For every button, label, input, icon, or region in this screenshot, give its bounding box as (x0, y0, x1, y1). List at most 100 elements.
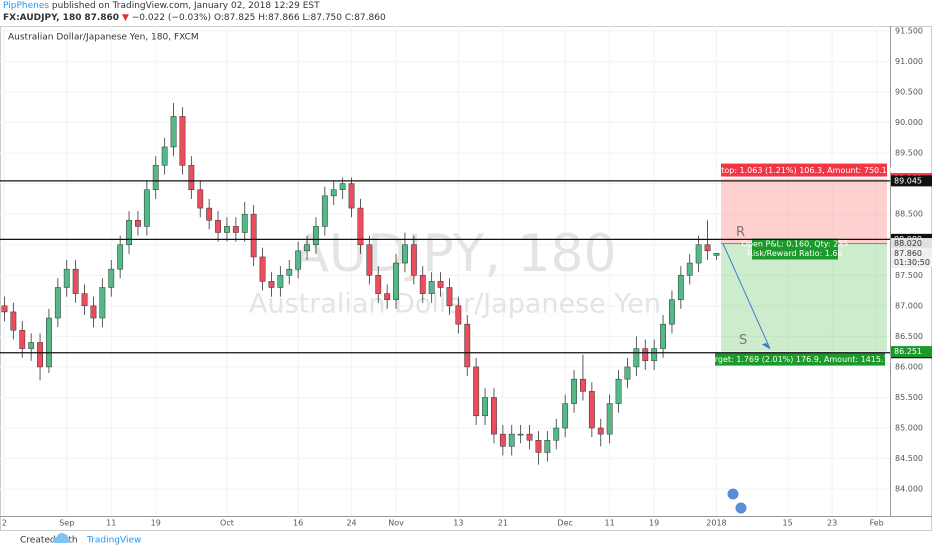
candle-body (277, 275, 284, 288)
candle-body (54, 287, 61, 319)
symbol: FX:AUDJPY, 180 (3, 13, 82, 23)
candle-body (188, 165, 195, 190)
brand-icon (52, 533, 70, 543)
plot: Stop: 1.063 (1.21%) 106.3, Amount: 750.1… (0, 102, 894, 465)
candle-body (580, 378, 586, 392)
candle-body (544, 439, 551, 453)
x-tick-label: 16 (293, 519, 303, 528)
y-tick-label: 90.000 (895, 118, 923, 127)
candle-body (72, 268, 79, 294)
target-price-label-box (891, 346, 932, 358)
candle-body (63, 268, 70, 288)
y-tick-label: 89.500 (895, 149, 923, 158)
candle-body (28, 342, 35, 349)
candle-body (633, 348, 640, 368)
x-tick-label: 19 (151, 519, 161, 528)
candle-body (419, 275, 426, 294)
candle-body (651, 348, 658, 362)
event-icon[interactable] (734, 501, 748, 515)
candle-body (553, 427, 560, 441)
candle-body (152, 165, 159, 190)
direction: ▼ (121, 13, 129, 23)
candle-body (313, 226, 319, 245)
target-zone (721, 243, 887, 352)
candle-body (37, 342, 43, 368)
header: PipPhenes published on TradingView.com, … (3, 0, 386, 24)
target-label-box (715, 352, 885, 366)
candle-body (81, 293, 88, 307)
x-tick-label: Feb (870, 519, 884, 528)
candle-body (197, 189, 204, 209)
ohlc: H:87.866 (258, 13, 300, 23)
y-tick-label: 90.500 (895, 87, 923, 96)
candle-body (375, 275, 382, 294)
candle-body (268, 281, 275, 288)
candle-body (108, 268, 115, 288)
candle-body (126, 220, 132, 245)
candle-body (695, 244, 702, 264)
x-tick-label: 2 (2, 519, 7, 528)
grid (0, 26, 890, 516)
candle-body (446, 287, 453, 307)
x-tick-label: Nov (388, 519, 404, 528)
event-icon[interactable] (726, 487, 740, 501)
author[interactable]: PipPhenes (3, 1, 50, 11)
candle-body (660, 323, 666, 349)
ohlc: C:87.860 (344, 13, 386, 23)
x-tick-label: 15 (783, 519, 793, 528)
stop-zone (721, 178, 887, 244)
candle-body (241, 213, 248, 233)
candle-body (304, 244, 310, 252)
candle-body (562, 403, 569, 429)
x-tick-label: 23 (827, 519, 837, 528)
candle-body (357, 207, 364, 245)
candle-body (402, 244, 408, 264)
current-price-label: 87.860 (894, 249, 922, 258)
change: −0.022 (−0.03%) (131, 13, 212, 23)
candle-body (161, 146, 168, 166)
y-tick-label: 91.000 (895, 57, 923, 66)
candle-body (366, 244, 373, 276)
x-tick-label: 11 (106, 519, 116, 528)
ohlc: O:87.825 (213, 13, 256, 23)
candle-body (428, 281, 435, 294)
candle-body (615, 378, 622, 404)
countdown: 01:30:50 (894, 258, 930, 267)
candle-body (669, 299, 675, 325)
candle-body (571, 378, 577, 404)
watermark-description: Australian Dollar/Japanese Yen (249, 289, 661, 320)
y-tick-label: 85.000 (895, 424, 923, 433)
candle-body (677, 275, 684, 300)
pnl-label: Open P&L: 0.160, Qty: 235 (742, 240, 849, 249)
y-tick-label: 84.000 (895, 485, 923, 494)
resistance-label: R (736, 225, 745, 240)
candle-body (135, 220, 141, 227)
candle-body (259, 256, 266, 282)
candle-body (597, 427, 604, 435)
pnl-box (752, 238, 838, 260)
target-price-label: 86.251 (894, 347, 922, 356)
candle-body (686, 262, 693, 276)
candle-body (10, 311, 17, 331)
x-tick-label: 13 (453, 519, 463, 528)
entry-price-label: 88.020 (894, 239, 922, 248)
candle-body (143, 189, 150, 227)
candle-body (499, 433, 506, 447)
candle-body (606, 403, 613, 435)
support-label: S (739, 333, 747, 348)
ohlc: L:87.750 (302, 13, 342, 23)
candle-body (713, 253, 720, 256)
candle-body (437, 281, 444, 288)
candle-body (117, 244, 124, 270)
candle-body (473, 366, 480, 417)
chart-title: Australian Dollar/Japanese Yen, 180, FXC… (8, 33, 199, 43)
rr-label: Risk/Reward Ratio: 1.66 (747, 249, 842, 258)
candle-body (1, 305, 8, 313)
candle-body (482, 397, 488, 417)
candle-body (588, 391, 595, 429)
footer-brand[interactable]: TradingView (86, 536, 141, 546)
header-row: PipPhenes published on TradingView.com, … (3, 0, 386, 12)
watermark-symbol: AUDJPY, 180 (293, 224, 616, 284)
